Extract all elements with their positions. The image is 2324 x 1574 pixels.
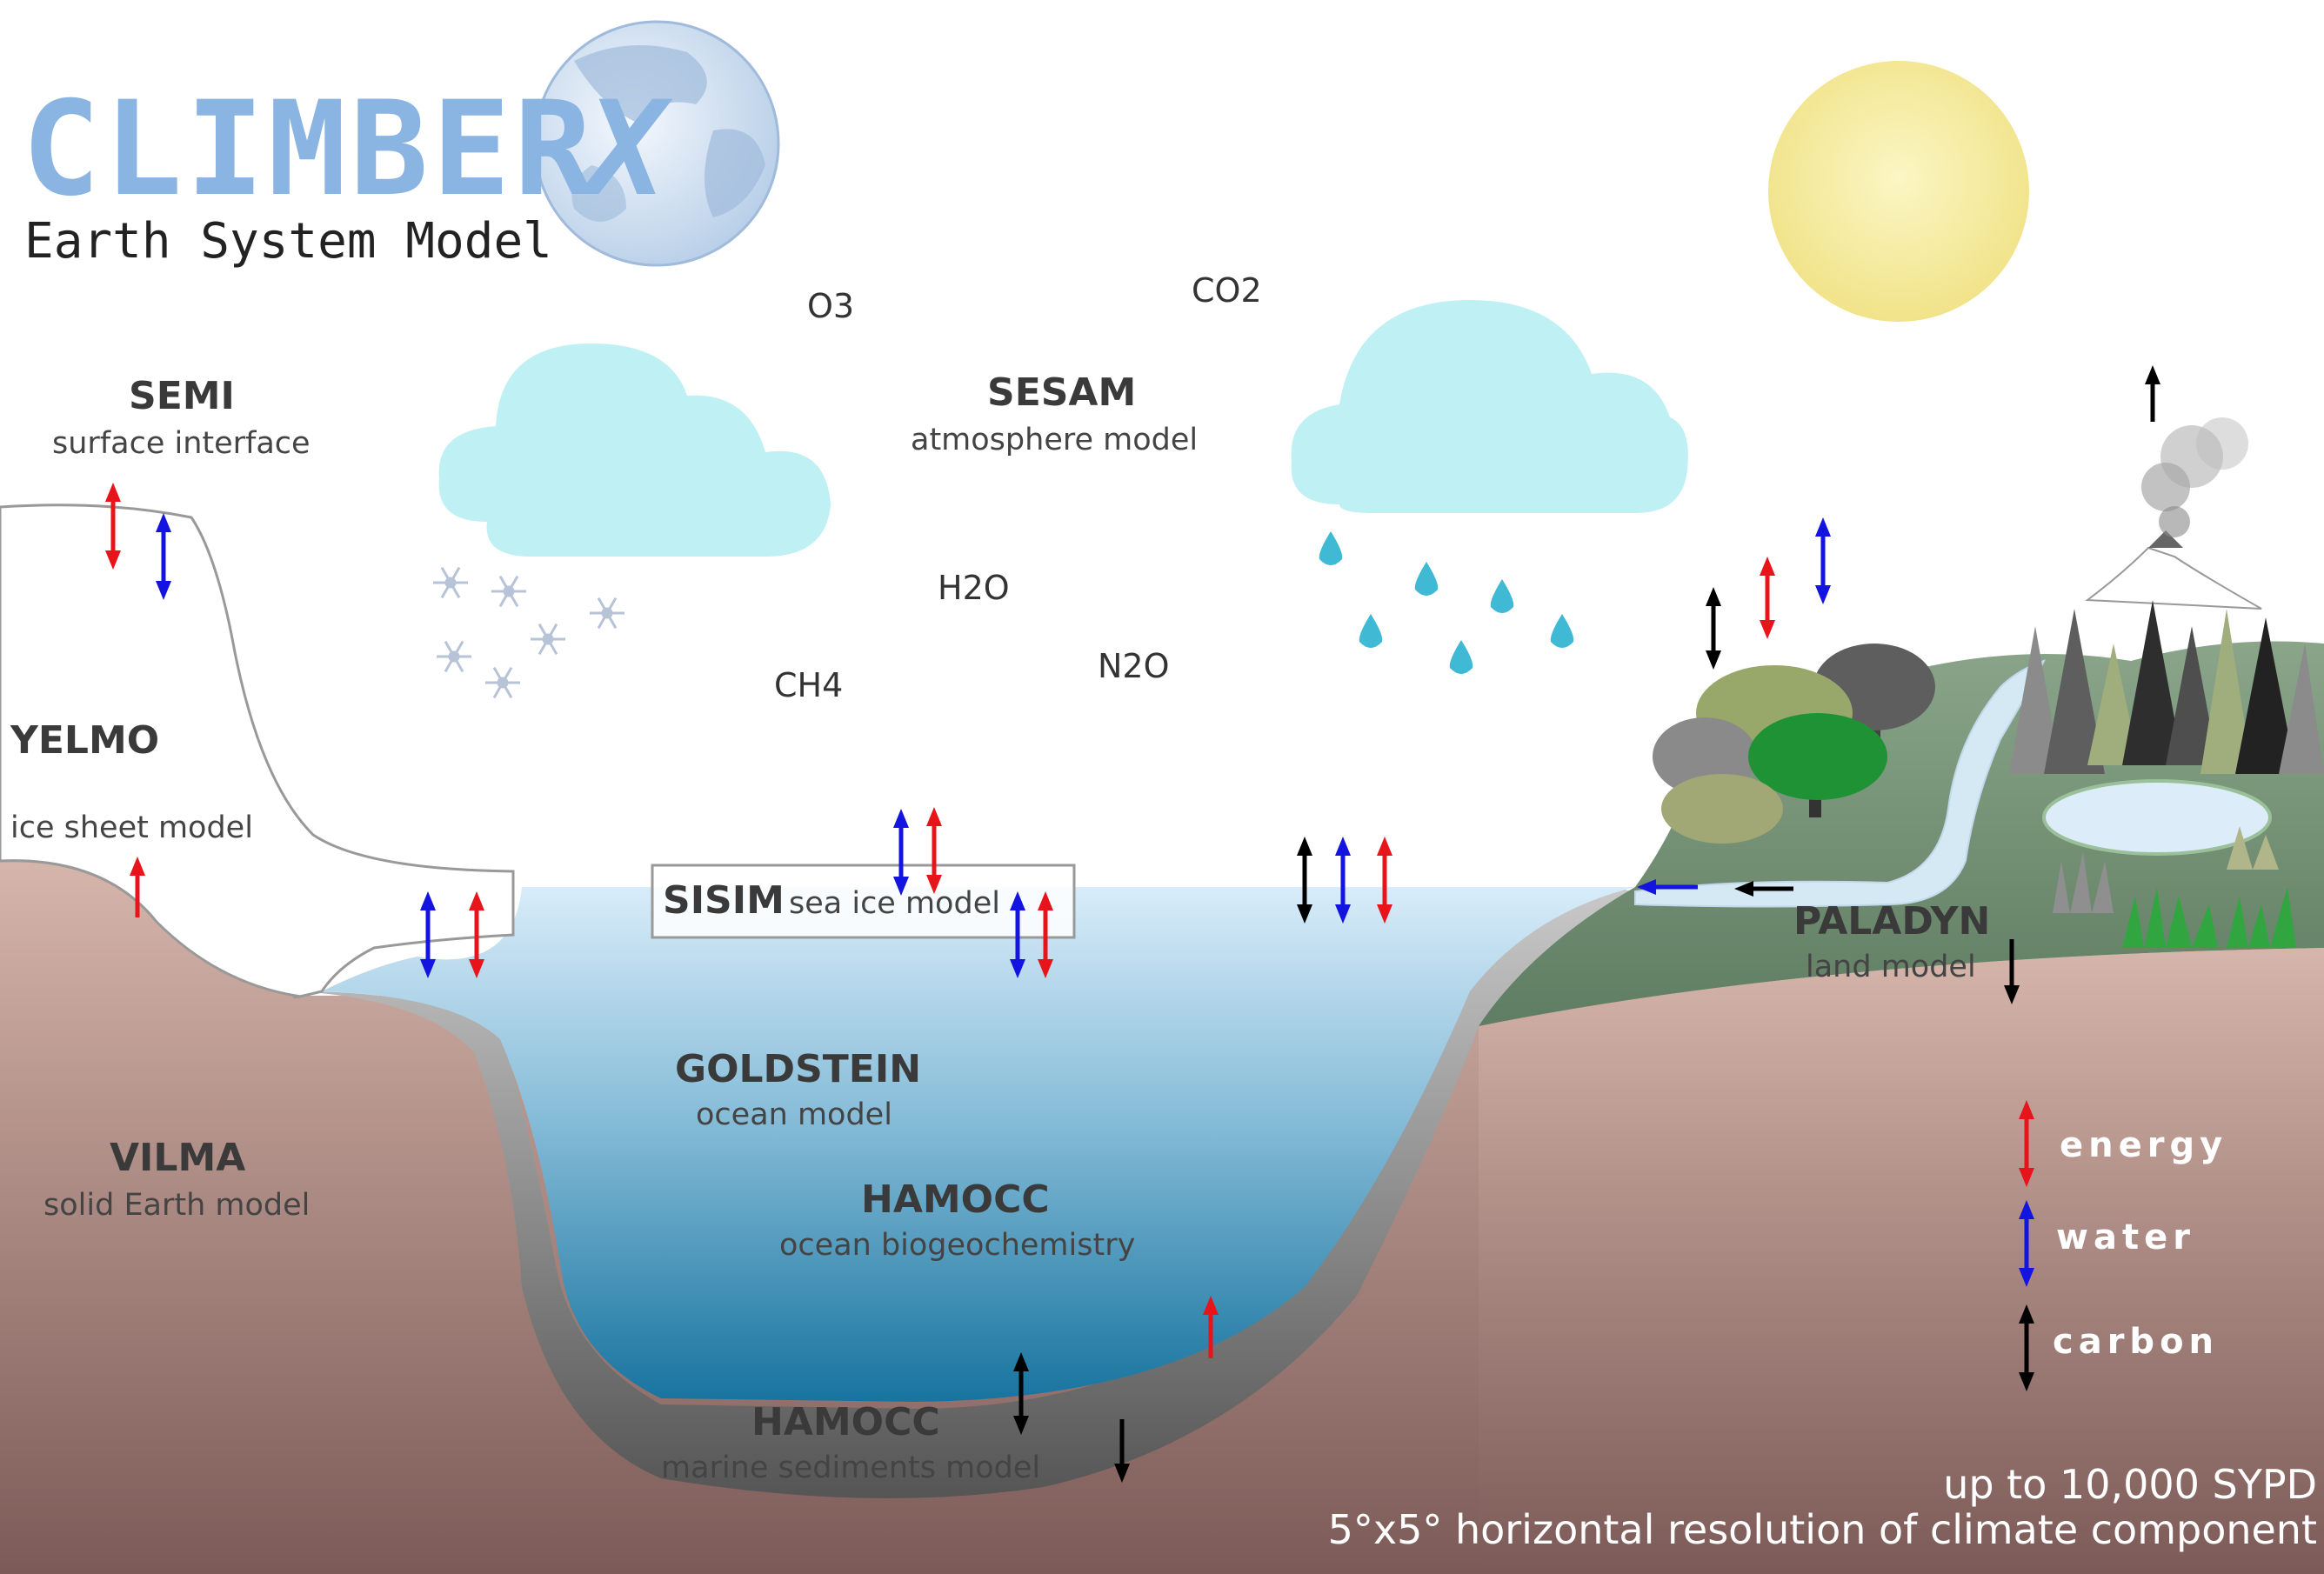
snowflake <box>437 640 471 673</box>
legend-arrow-water <box>2019 1200 2034 1287</box>
goldstein-title: GOLDSTEIN <box>675 1047 922 1091</box>
snowflake <box>491 575 526 608</box>
cloud-rain-icon <box>1291 300 1688 513</box>
snowflake <box>531 623 565 656</box>
hamocc-sed-desc: marine sediments model <box>661 1451 1041 1485</box>
title-x: X <box>587 74 670 225</box>
semi-title: SEMI <box>129 374 235 418</box>
sisim-label: SISIM sea ice model <box>663 878 1000 923</box>
raindrop <box>1359 614 1383 648</box>
model-title: CLIMBERX <box>22 74 669 225</box>
globe-icon <box>533 20 780 267</box>
gas-o3: O3 <box>807 287 855 325</box>
lake-icon <box>2042 779 2272 856</box>
flux-arrows <box>105 365 2160 1483</box>
raindrop <box>1449 640 1473 674</box>
snowflake <box>485 666 520 699</box>
model-subtitle: Earth System Model <box>24 213 552 270</box>
sesam-title: SESAM <box>987 370 1137 415</box>
sisim-desc: sea ice model <box>789 886 1000 921</box>
arrow-energy <box>1038 891 1053 978</box>
snowflake-icon <box>433 566 624 699</box>
reeds <box>2053 826 2296 948</box>
paladyn-title: PALADYN <box>1793 899 1991 944</box>
hamocc-title: HAMOCC <box>861 1177 1050 1222</box>
semi-desc: surface interface <box>52 426 311 461</box>
raindrop-icon <box>1319 531 1574 674</box>
arrow-carbon <box>1114 1419 1130 1483</box>
footer-line1: up to 10,000 SYPD <box>1943 1461 2317 1508</box>
yelmo-title: YELMO <box>10 718 160 763</box>
arrow-carbon <box>2004 939 2020 1004</box>
arrow-water <box>420 891 436 978</box>
snowflake <box>433 566 468 599</box>
arrow-carbon <box>1297 837 1312 924</box>
arrow-energy <box>469 891 484 978</box>
arrow-carbon <box>2145 365 2160 422</box>
gas-h2o: H2O <box>938 569 1010 607</box>
arrow-energy <box>105 483 121 570</box>
goldstein-desc: ocean model <box>696 1097 892 1132</box>
snowflake <box>590 597 624 630</box>
sesam-desc: atmosphere model <box>911 423 1199 457</box>
arrow-carbon <box>1734 881 1793 897</box>
arrow-water <box>1815 517 1831 604</box>
arrow-energy <box>1760 557 1775 639</box>
raindrop <box>1414 562 1439 596</box>
gas-ch4: CH4 <box>774 666 844 704</box>
ocean-water <box>322 887 1635 1402</box>
raindrop <box>1319 531 1343 565</box>
legend-water: water <box>2056 1217 2195 1257</box>
ice-sheet <box>0 504 515 999</box>
vilma-desc: solid Earth model <box>43 1188 311 1223</box>
sisim-title: SISIM <box>663 878 785 923</box>
arrow-water <box>1637 879 1698 895</box>
legend-arrow-energy <box>2019 1100 2034 1187</box>
legend-carbon: carbon <box>2053 1322 2220 1362</box>
hamocc-desc: ocean biogeochemistry <box>779 1228 1136 1263</box>
tree-icon <box>1653 644 1935 844</box>
conifer-icon <box>2009 600 2324 774</box>
arrow-energy <box>926 807 942 894</box>
legend-arrow-carbon <box>2019 1304 2034 1391</box>
river-icon <box>1634 659 2046 908</box>
volcano-icon <box>2085 417 2262 610</box>
arrow-water <box>893 809 909 896</box>
arrow-carbon <box>1706 587 1721 670</box>
sun-icon <box>1768 61 2029 322</box>
vilma-title: VILMA <box>110 1136 246 1180</box>
cloud-snow-icon <box>438 343 831 557</box>
arrow-water <box>1335 837 1351 924</box>
paladyn-desc: land model <box>1806 950 1976 984</box>
gas-n2o: N2O <box>1098 647 1170 685</box>
arrow-energy <box>130 857 145 917</box>
raindrop <box>1550 614 1574 648</box>
footer-line2: 5°x5° horizontal resolution of climate c… <box>1327 1506 2317 1553</box>
legend-energy: energy <box>2060 1125 2228 1165</box>
sediment-layer <box>300 887 1644 1498</box>
legend-arrows <box>2019 1100 2034 1391</box>
land-soil <box>1479 948 2324 1574</box>
gas-co2: CO2 <box>1192 271 1262 310</box>
arrow-carbon <box>1013 1352 1029 1435</box>
arrow-energy <box>1377 837 1392 924</box>
hamocc-sed-title: HAMOCC <box>751 1400 940 1444</box>
arrow-water <box>156 513 171 600</box>
arrow-energy <box>1203 1296 1219 1358</box>
arrow-water <box>1010 891 1025 978</box>
raindrop <box>1490 579 1514 613</box>
yelmo-desc: ice sheet models <box>10 810 252 845</box>
sea-ice-box <box>651 864 1076 939</box>
title-text: CLIMBER <box>22 74 597 225</box>
